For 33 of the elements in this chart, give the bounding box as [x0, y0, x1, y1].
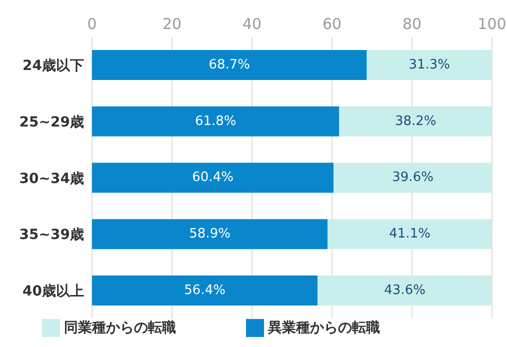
bar	[318, 275, 492, 306]
data-label: 38.2%	[394, 114, 436, 129]
data-label: 60.4%	[192, 170, 234, 186]
y-tick-label: 40歳以上	[22, 284, 84, 300]
bar	[339, 106, 492, 136]
y-tick-label: 25~29歳	[19, 114, 84, 131]
data-label: 68.7%	[208, 58, 250, 72]
data-label: 39.6%	[392, 170, 434, 186]
bar	[334, 162, 492, 193]
bar	[92, 275, 318, 306]
legend-label: 異業種からの転職	[268, 320, 380, 336]
x-tick-label: 40	[242, 15, 262, 33]
bar	[366, 50, 492, 80]
bar	[92, 219, 328, 250]
data-label: 58.9%	[189, 226, 230, 242]
data-label: 43.6%	[384, 282, 426, 298]
bar	[92, 106, 340, 136]
data-label: 56.4%	[184, 282, 226, 298]
x-tick-label: 60	[322, 15, 342, 33]
data-label: 61.8%	[194, 114, 236, 129]
x-tick-label: 80	[402, 15, 422, 33]
x-tick-label: 20	[162, 15, 182, 33]
x-tick-label: 100	[478, 15, 506, 33]
y-tick-label: 30~34歳	[19, 170, 84, 187]
legend-label: 同業種からの転職	[64, 320, 176, 336]
bar	[92, 50, 367, 80]
bar	[92, 162, 334, 193]
data-label: 41.1%	[389, 226, 430, 242]
y-tick-label: 35~39歳	[19, 227, 84, 244]
data-label: 31.3%	[408, 58, 450, 72]
bar	[328, 219, 492, 250]
x-tick-label: 0	[87, 15, 97, 33]
y-tick-label: 24歳以下	[22, 58, 84, 74]
